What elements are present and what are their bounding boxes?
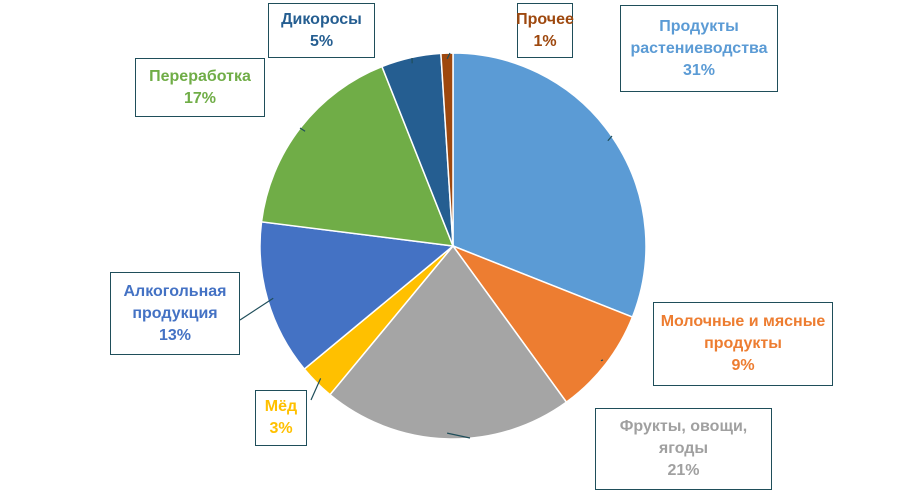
leader-line xyxy=(600,359,604,362)
leader-line xyxy=(446,432,471,439)
pie-slice xyxy=(450,244,634,404)
value-label: 1% xyxy=(533,32,557,50)
value-label: 5% xyxy=(309,32,334,50)
category-label: Дикоросы xyxy=(281,10,362,28)
leader-line xyxy=(446,52,451,60)
leader-line xyxy=(239,297,274,321)
data-callout: Молочные и мясные продукты 9% xyxy=(653,302,833,386)
data-callout: Переработка 17% xyxy=(135,58,265,117)
pie-slice xyxy=(328,244,568,440)
data-callout: Продукты растениеводства 31% xyxy=(620,5,778,92)
pie-slice xyxy=(259,220,455,371)
data-callout: Мёд 3% xyxy=(255,390,307,446)
category-label: Переработка xyxy=(149,67,251,85)
pie-slice xyxy=(440,52,454,247)
category-label: Продукты растениеводства xyxy=(630,17,768,57)
leader-line xyxy=(607,135,613,142)
value-label: 9% xyxy=(731,357,755,374)
category-label: Алкогольная продукция xyxy=(123,282,227,322)
leader-line xyxy=(299,127,306,132)
data-callout: Фрукты, овощи, ягоды 21% xyxy=(595,408,772,490)
value-label: 13% xyxy=(158,326,192,344)
category-label: Молочные и мясные продукты xyxy=(660,313,826,352)
pie-slice xyxy=(452,52,647,319)
value-label: 17% xyxy=(183,89,217,107)
category-label: Фрукты, овощи, ягоды xyxy=(619,418,748,457)
value-label: 31% xyxy=(682,61,716,79)
data-callout: Прочее 1% xyxy=(516,3,574,58)
data-callout: Алкогольная продукция 13% xyxy=(110,272,240,355)
value-label: 3% xyxy=(269,420,293,437)
category-label: Мёд xyxy=(264,398,298,415)
data-callout: Дикоросы 5% xyxy=(268,3,375,58)
category-label: Прочее xyxy=(516,10,574,28)
leader-line xyxy=(310,378,322,401)
value-label: 21% xyxy=(667,462,700,479)
